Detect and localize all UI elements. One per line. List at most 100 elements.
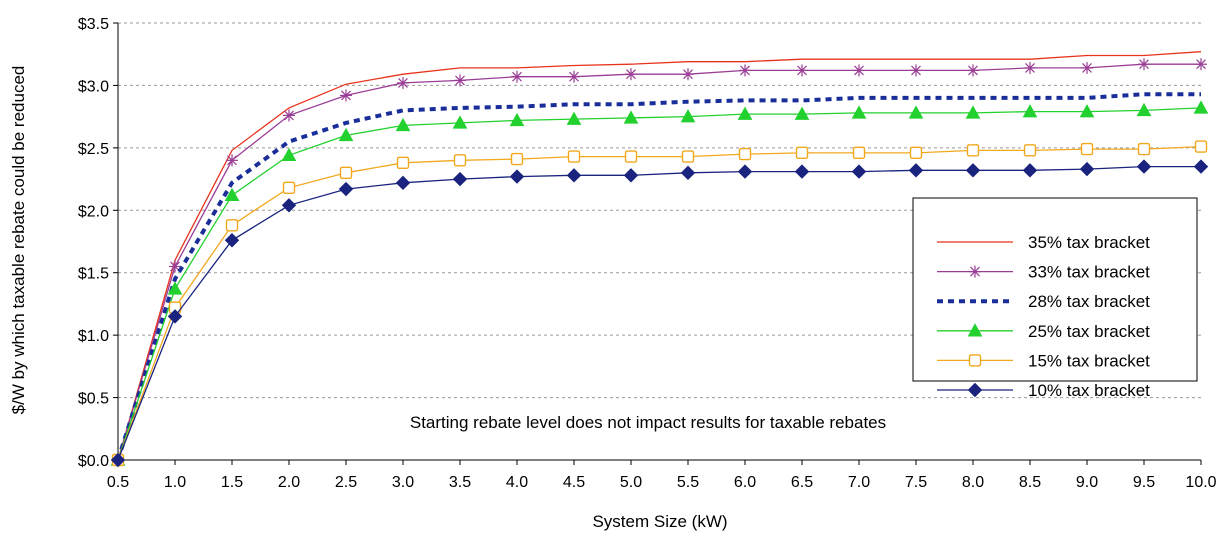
- x-tick-label: 0.5: [107, 474, 129, 491]
- data-point: [396, 156, 410, 170]
- data-point: [454, 74, 466, 87]
- data-point: [623, 110, 639, 124]
- data-point: [965, 163, 981, 178]
- y-tick-label: $1.5: [78, 266, 109, 283]
- data-point: [510, 152, 524, 166]
- data-point: [224, 187, 240, 202]
- legend: 35% tax bracket 33% tax bracket 28% tax br…: [912, 197, 1198, 400]
- data-point: [794, 164, 810, 179]
- series-line: [117, 165, 1201, 461]
- legend-label: 33% tax bracket: [1028, 263, 1150, 282]
- legend-marker: [968, 354, 982, 367]
- data-point: [453, 154, 467, 167]
- x-tick-label: 10.0: [1185, 474, 1216, 491]
- data-point: [1022, 163, 1038, 178]
- data-point: [853, 64, 865, 77]
- legend-label: 25% tax bracket: [1028, 322, 1150, 341]
- data-point: [224, 233, 240, 248]
- data-point: [738, 147, 752, 161]
- data-point: [908, 105, 924, 119]
- x-tick-label: 6.5: [791, 474, 813, 491]
- data-point: [452, 115, 468, 129]
- data-point: [1136, 102, 1152, 117]
- axes: [117, 23, 1201, 461]
- data-point: [395, 117, 411, 132]
- series-line: [117, 63, 1201, 461]
- data-point: [226, 154, 238, 167]
- data-point: [737, 106, 753, 120]
- data-point: [625, 68, 637, 81]
- data-point: [795, 146, 809, 160]
- x-tick-label: 5.5: [677, 474, 699, 491]
- x-tick-label: 8.0: [962, 474, 984, 491]
- data-point: [1138, 58, 1150, 71]
- data-point: [340, 89, 352, 102]
- data-point: [965, 105, 981, 119]
- data-point: [395, 175, 411, 191]
- data-point: [1136, 159, 1152, 174]
- data-point: [281, 147, 297, 162]
- data-point: [338, 127, 354, 142]
- data-point: [568, 70, 580, 83]
- x-tick-label: 2.5: [335, 474, 357, 491]
- data-point: [397, 76, 409, 89]
- y-axis-title: $/W by which taxable rebate could be red…: [9, 66, 28, 415]
- x-tick-label: 9.0: [1076, 474, 1098, 491]
- data-point: [509, 112, 525, 127]
- data-point: [624, 150, 638, 163]
- x-tick-label: 3.0: [392, 474, 414, 491]
- data-point: [680, 109, 696, 123]
- legend-label: 35% tax bracket: [1028, 233, 1150, 252]
- legend-label: 10% tax bracket: [1028, 381, 1150, 400]
- data-point: [623, 168, 639, 183]
- data-point: [966, 144, 980, 157]
- y-axis-ticks: $0.0 $0.5 $1.0 $1.5 $2.0 $2.5 $3.0 $3.5: [78, 16, 118, 470]
- data-point: [908, 163, 924, 178]
- chart-annotation: Starting rebate level does not impact re…: [410, 413, 886, 432]
- data-point: [566, 168, 582, 183]
- x-tick-label: 4.0: [506, 474, 528, 491]
- data-point: [851, 105, 867, 119]
- data-point: [851, 164, 867, 179]
- data-point: [338, 181, 354, 197]
- x-tick-label: 1.5: [221, 474, 243, 491]
- y-tick-label: $2.5: [78, 141, 109, 158]
- data-point: [169, 260, 181, 273]
- x-axis-title: System Size (kW): [592, 512, 727, 531]
- legend-label: 15% tax bracket: [1028, 351, 1150, 370]
- series-line: [117, 107, 1202, 461]
- x-tick-label: 3.5: [449, 474, 471, 491]
- data-point: [1193, 159, 1209, 174]
- y-tick-label: $3.5: [78, 16, 109, 33]
- data-point: [737, 164, 753, 179]
- data-point: [1024, 61, 1036, 74]
- data-point: [909, 146, 923, 160]
- x-tick-label: 5.0: [620, 474, 642, 491]
- x-tick-label: 6.0: [734, 474, 756, 491]
- data-point: [339, 166, 353, 180]
- x-tick-label: 7.5: [905, 474, 927, 491]
- data-point: [796, 64, 808, 77]
- x-tick-label: 8.5: [1019, 474, 1041, 491]
- data-point: [281, 198, 297, 213]
- legend-marker: [969, 265, 981, 278]
- x-tick-label: 7.0: [848, 474, 870, 491]
- x-tick-label: 9.5: [1133, 474, 1155, 491]
- series-10-tax-bracket: [110, 159, 1209, 468]
- legend-box: [912, 197, 1198, 382]
- data-point: [167, 309, 183, 324]
- data-point: [452, 171, 468, 187]
- x-tick-label: 2.0: [278, 474, 300, 491]
- data-point: [910, 64, 922, 77]
- x-axis-ticks: 0.5 1.0 1.5 2.0 2.5 3.0 3.5 4.0 4.5 5.0 5.5 6.0 6.5 7…: [107, 460, 1217, 491]
- data-point: [1079, 161, 1095, 177]
- data-point: [682, 68, 694, 81]
- data-point: [739, 64, 751, 77]
- series-35-tax-bracket: [117, 51, 1202, 461]
- data-point: [794, 106, 810, 120]
- data-point: [511, 70, 523, 83]
- data-point: [567, 150, 581, 163]
- y-tick-label: $3.0: [78, 78, 109, 95]
- data-point: [225, 219, 239, 232]
- data-point: [681, 150, 695, 163]
